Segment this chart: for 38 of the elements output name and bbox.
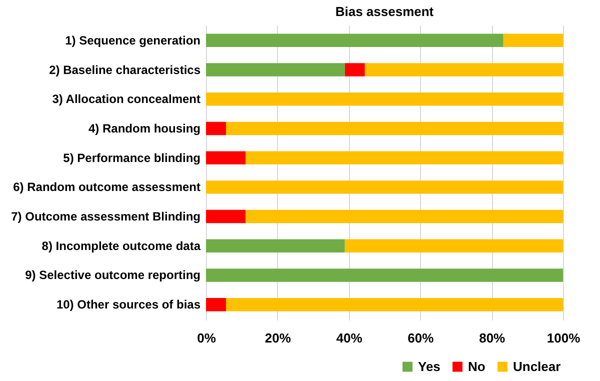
x-tick-label: 60% bbox=[408, 330, 434, 346]
x-tick-label: 80% bbox=[479, 330, 506, 346]
bar bbox=[206, 268, 563, 282]
bar bbox=[503, 34, 563, 48]
bar bbox=[206, 298, 226, 312]
bar bbox=[206, 122, 226, 136]
legend-label: Unclear bbox=[513, 358, 561, 374]
legend-label: Yes bbox=[418, 358, 440, 374]
y-tick-label: 10) Other sources of bias bbox=[56, 298, 201, 312]
y-tick-label: 2) Baseline characteristics bbox=[49, 62, 201, 77]
y-tick-label: 7) Outcome assessment Blinding bbox=[11, 210, 200, 224]
bar bbox=[206, 239, 345, 252]
x-tick-label: 20% bbox=[264, 330, 292, 346]
bar bbox=[206, 92, 563, 106]
x-tick-label: 40% bbox=[336, 330, 363, 346]
x-tick-label: 0% bbox=[197, 330, 216, 346]
x-tick-label: 100% bbox=[546, 330, 581, 346]
y-tick-label: 5) Performance blinding bbox=[63, 150, 200, 165]
bar bbox=[206, 34, 504, 48]
bar bbox=[246, 151, 563, 164]
bar bbox=[246, 210, 563, 224]
bar bbox=[206, 151, 246, 164]
bar bbox=[364, 63, 563, 76]
y-tick-label: 1) Sequence generation bbox=[65, 33, 200, 48]
y-tick-label: 4) Random housing bbox=[88, 121, 200, 136]
bar bbox=[206, 210, 246, 224]
bar bbox=[344, 239, 563, 252]
bar bbox=[206, 63, 345, 76]
bar bbox=[226, 298, 563, 312]
bar bbox=[226, 122, 563, 136]
legend-label: No bbox=[468, 358, 486, 374]
y-tick-label: 3) Allocation concealment bbox=[52, 92, 200, 106]
bar bbox=[206, 180, 563, 194]
bar bbox=[344, 63, 365, 76]
y-tick-label: 8) Incomplete outcome data bbox=[42, 238, 201, 253]
y-tick-label: 6) Random outcome assessment bbox=[13, 180, 200, 194]
y-tick-label: 9) Selective outcome reporting bbox=[25, 268, 200, 282]
chart-title: Bias assesment bbox=[335, 4, 434, 19]
